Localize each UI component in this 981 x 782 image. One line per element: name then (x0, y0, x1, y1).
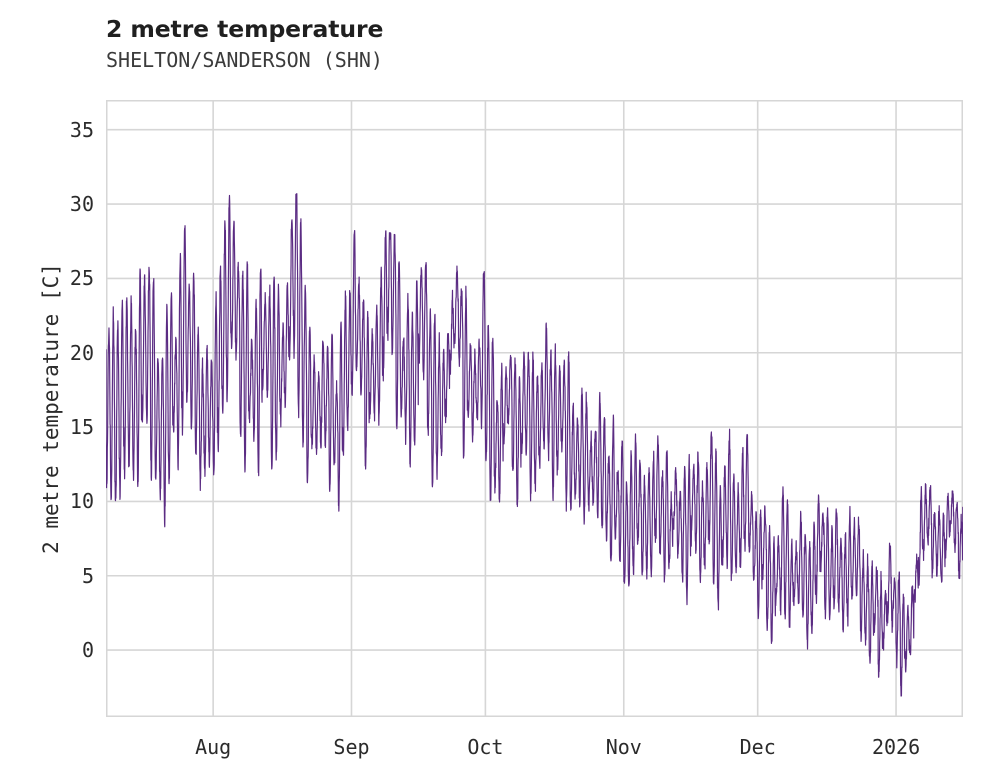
temperature-series-line (106, 193, 963, 697)
x-axis-tick: 2026 (871, 735, 921, 759)
plot-svg (106, 100, 963, 717)
x-axis-tick: Nov (605, 735, 642, 759)
y-axis-tick: 15 (69, 415, 94, 440)
plot-border (106, 100, 963, 717)
y-axis-tick: 35 (69, 117, 94, 142)
y-axis-tick: 25 (69, 266, 94, 291)
plot-area (106, 100, 963, 717)
x-axis-tick: Aug (195, 735, 232, 759)
y-axis-tick: 0 (81, 638, 94, 663)
x-axis-tick: Oct (467, 735, 504, 759)
y-axis-tick: 10 (69, 489, 94, 514)
page-title: 2 metre temperature (106, 15, 384, 43)
x-axis-tick: Sep (333, 735, 370, 759)
y-axis-tick-labels: 0 5 10 15 20 25 30 35 (0, 0, 94, 782)
y-axis-tick: 5 (81, 563, 94, 588)
x-axis-tick-labels: Aug Sep Oct Nov Dec 2026 (0, 736, 981, 766)
title-block: 2 metre temperature SHELTON/SANDERSON (S… (106, 14, 906, 74)
y-axis-tick: 30 (69, 192, 94, 217)
chart-subtitle: SHELTON/SANDERSON (SHN) (106, 48, 383, 72)
grid-lines (106, 100, 963, 717)
x-axis-tick: Dec (739, 735, 776, 759)
y-axis-tick: 20 (69, 340, 94, 365)
